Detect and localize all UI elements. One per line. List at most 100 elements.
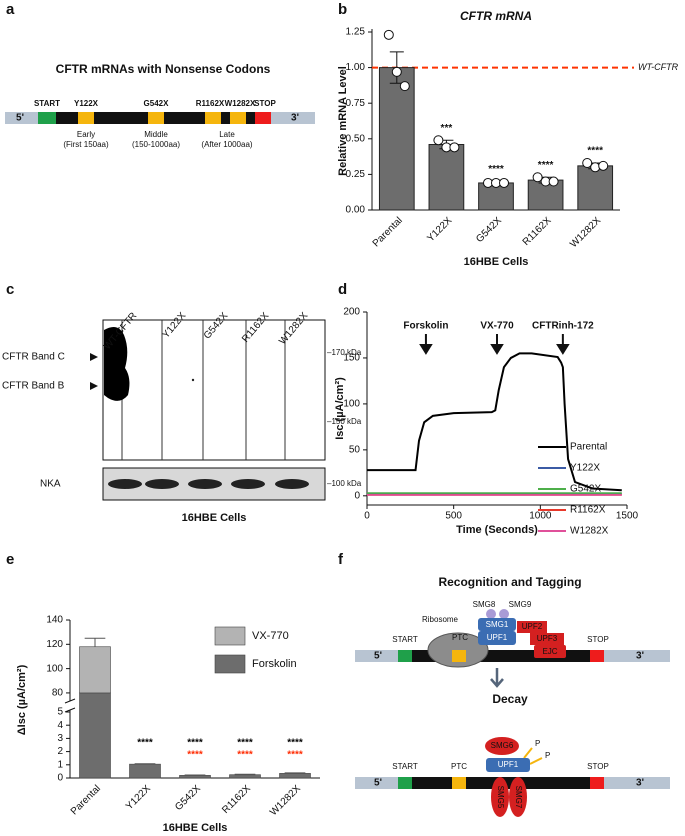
- ptc: [452, 777, 466, 789]
- data-point: [399, 81, 410, 92]
- region: Middle: [144, 130, 168, 139]
- site: START: [392, 762, 418, 771]
- x-tick-label: Y122X: [425, 215, 454, 244]
- significance: ****: [187, 738, 203, 749]
- y-tick-label: 140: [46, 615, 63, 626]
- y-tick-label: 1: [57, 759, 63, 770]
- error-bar: [84, 637, 106, 647]
- x-axis-title: 16HBE Cells: [464, 256, 529, 268]
- x-tick-label: Parental: [371, 215, 405, 249]
- region: (150-1000aa): [132, 140, 180, 149]
- y-tick-label: 100: [46, 663, 63, 674]
- data-point: [532, 172, 543, 183]
- data-point: [590, 162, 601, 173]
- marker: R1162X: [196, 99, 225, 108]
- bar-segment: [79, 646, 111, 694]
- smg9: [499, 609, 509, 619]
- start-codon: [398, 650, 412, 662]
- site: STOP: [587, 762, 609, 771]
- annotation-arrow: [556, 334, 570, 355]
- title: Recognition and Tagging: [438, 575, 581, 589]
- y-tick-label: 0: [57, 773, 63, 784]
- end-label: 5': [374, 651, 382, 662]
- factor: EJC: [542, 647, 557, 656]
- factor: UPF1: [498, 760, 519, 769]
- smg5: [491, 777, 509, 817]
- bar-segment: [129, 763, 161, 779]
- x-tick-label: W1282X: [268, 783, 303, 818]
- factor: UPF3: [537, 634, 558, 643]
- y-tick-label: 100: [343, 399, 360, 410]
- legend-label: Y122X: [570, 463, 600, 474]
- panel-label: a: [6, 1, 15, 18]
- utr: [5, 112, 38, 124]
- phospho-link: [523, 747, 533, 759]
- x-axis-title: 16HBE Cells: [163, 822, 228, 834]
- y-tick-label: 4: [57, 720, 63, 731]
- legend-label: VX-770: [252, 630, 289, 642]
- factor: SMG5: [496, 786, 505, 809]
- bar-segment: [279, 773, 311, 779]
- upf1: [478, 631, 516, 645]
- data-point: [582, 158, 593, 169]
- end-label: 3': [636, 651, 644, 662]
- marker: START: [34, 99, 60, 108]
- panel-label: f: [338, 551, 344, 568]
- y-tick-label: 2: [57, 746, 63, 757]
- annotation-arrow: [490, 334, 504, 355]
- significance: ***: [441, 123, 453, 134]
- smg6: [485, 737, 519, 755]
- x-tick-label: Parental: [69, 783, 103, 817]
- end-label: 3': [291, 113, 299, 124]
- significance: ****: [237, 750, 253, 761]
- data-point: [391, 66, 402, 77]
- nonsense-codon: [78, 112, 94, 124]
- arrowhead: [90, 382, 98, 390]
- x-tick-label: Y122X: [124, 783, 153, 812]
- data-point: [383, 29, 394, 40]
- end-label: 5': [16, 113, 24, 124]
- annotation-arrow: [419, 334, 433, 355]
- significance: ****: [538, 160, 554, 171]
- band-label: NKA: [40, 479, 61, 490]
- utr: [604, 777, 670, 789]
- annotation: Forskolin: [403, 321, 448, 332]
- ptc: [452, 650, 466, 662]
- significance: ****: [587, 146, 603, 157]
- speck: [191, 378, 195, 382]
- y-tick-label: 0.25: [346, 169, 366, 180]
- y-tick-label: 1.00: [346, 62, 366, 73]
- y-tick-label: 5: [57, 707, 63, 718]
- band: [145, 479, 179, 489]
- band-label: CFTR Band B: [2, 381, 65, 392]
- y-tick-label: 0: [354, 490, 360, 501]
- upf2: [517, 621, 547, 633]
- legend-label: W1282X: [570, 526, 609, 537]
- region: (First 150aa): [63, 140, 109, 149]
- site: START: [392, 635, 418, 644]
- ejc: [534, 645, 566, 658]
- significance: ****: [488, 164, 504, 175]
- utr: [355, 650, 398, 662]
- smg7: [509, 777, 527, 817]
- reference-label: WT-CFTR: [638, 62, 679, 72]
- x-tick-label: 1500: [616, 511, 639, 522]
- bar: [428, 143, 465, 211]
- y-tick-label: 0.00: [346, 205, 366, 216]
- size-marker: –100 kDa: [327, 479, 362, 488]
- band: [105, 336, 125, 376]
- legend-swatch: [214, 626, 246, 646]
- nonsense-codon: [205, 112, 221, 124]
- panel-a: CFTR mRNAs with Nonsense Codons 5' 3' ST…: [5, 62, 315, 149]
- factor: UPF1: [487, 633, 508, 642]
- legend-label: G542X: [570, 484, 601, 495]
- significance: ****: [187, 750, 203, 761]
- panel-label: d: [338, 281, 347, 298]
- y-tick-label: 50: [349, 444, 361, 455]
- y-axis-title: Isc (µA/cm²): [334, 377, 346, 440]
- legend-label: R1162X: [570, 505, 606, 516]
- y-tick-label: 0.75: [346, 98, 366, 109]
- x-tick-label: R1162X: [521, 215, 554, 248]
- panel-label: c: [6, 281, 14, 298]
- panel-label: e: [6, 551, 14, 568]
